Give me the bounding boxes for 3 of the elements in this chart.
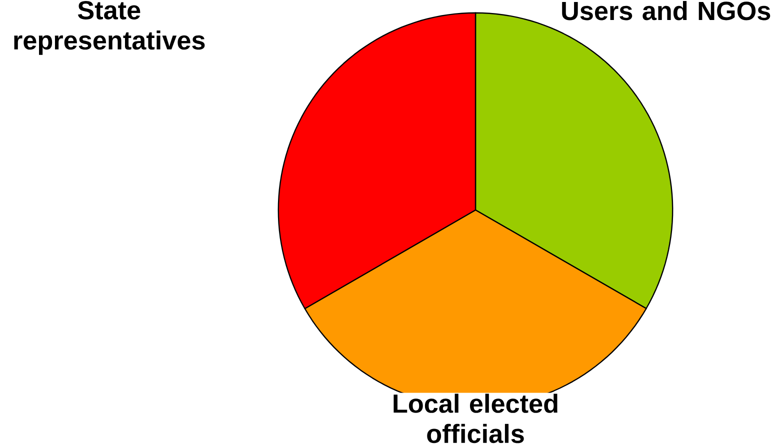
- slice-label: State representatives: [14, 0, 205, 55]
- slice-label: Users and NGOs: [562, 0, 770, 20]
- slice-label: Local elected officials: [394, 394, 558, 444]
